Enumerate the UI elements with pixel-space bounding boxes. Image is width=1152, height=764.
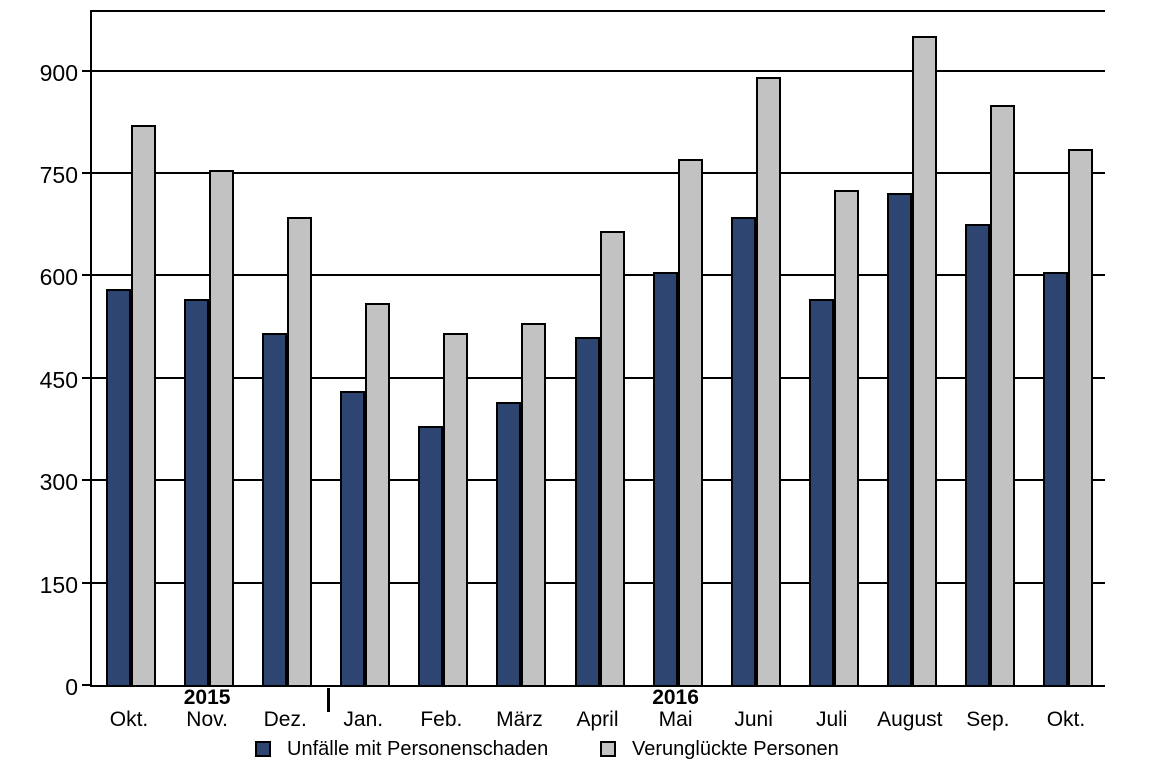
casualties-series-marker-icon [600, 741, 616, 757]
y-tick-0 [82, 684, 92, 686]
bar-casualties-12 [1067, 149, 1093, 685]
y-axis-label-450: 450 [39, 366, 78, 393]
y-tick-600 [82, 274, 92, 277]
bar-accidents-6 [574, 337, 600, 685]
bar-accidents-0 [106, 289, 132, 685]
legend-label-casualties: Verunglückte Personen [632, 738, 839, 760]
legend-item-accidents: Unfälle mit Personenschaden [255, 738, 548, 760]
bar-casualties-0 [131, 125, 157, 685]
y-tick-900 [82, 69, 92, 72]
gridline-900 [92, 69, 1105, 72]
x-axis-label-9: Juli [815, 708, 848, 731]
x-axis-label-10: August [877, 708, 943, 731]
x-axis-label-8: Juni [734, 708, 773, 731]
x-axis-label-4: Feb. [420, 708, 463, 731]
gridline-750 [92, 172, 1105, 174]
accidents-series-marker-icon [255, 741, 271, 757]
legend-item-casualties: Verunglückte Personen [600, 738, 839, 760]
x-axis-label-7: Mai [658, 708, 693, 731]
x-axis-label-11: Sep. [966, 708, 1010, 731]
bar-casualties-11 [989, 105, 1015, 685]
x-axis-label-3: Jan. [343, 708, 384, 731]
bar-accidents-1 [184, 299, 210, 685]
y-axis-label-900: 900 [39, 59, 78, 86]
x-axis-label-2: Dez. [263, 708, 307, 731]
y-tick-450 [82, 376, 92, 379]
year-label-2016: 2016 [652, 686, 699, 709]
x-axis-label-12: Okt. [1046, 708, 1086, 731]
plot-area [82, 10, 1105, 687]
bar-casualties-3 [365, 303, 391, 685]
gridline-600 [92, 274, 1105, 277]
bar-accidents-2 [262, 333, 288, 685]
bar-accidents-3 [340, 391, 366, 685]
bar-accidents-12 [1042, 272, 1068, 685]
y-axis-label-300: 300 [39, 469, 78, 496]
bar-accidents-9 [808, 299, 834, 685]
x-axis-label-0: Okt. [109, 708, 149, 731]
bar-casualties-2 [287, 217, 313, 685]
x-axis-label-6: April [576, 708, 619, 731]
x-axis-label-1: Nov. [186, 708, 228, 731]
bar-casualties-5 [521, 323, 547, 685]
legend-label-accidents: Unfälle mit Personenschaden [287, 738, 549, 760]
bar-casualties-9 [833, 190, 859, 685]
bar-casualties-4 [443, 333, 469, 685]
year-separator-tick [327, 688, 330, 712]
bar-accidents-5 [496, 402, 522, 685]
y-axis-label-0: 0 [65, 674, 78, 700]
bar-casualties-8 [755, 77, 781, 685]
bar-casualties-7 [677, 159, 703, 685]
year-label-2015: 2015 [183, 686, 231, 709]
x-axis-label-5: März [496, 708, 543, 731]
bar-accidents-8 [730, 217, 756, 685]
bar-accidents-7 [652, 272, 678, 685]
bar-casualties-10 [911, 36, 937, 685]
bar-accidents-11 [964, 224, 990, 685]
y-tick-750 [82, 172, 92, 174]
bar-casualties-1 [209, 170, 235, 685]
y-axis-label-750: 750 [39, 162, 78, 188]
bar-accidents-10 [886, 193, 912, 685]
bar-accidents-4 [418, 426, 444, 685]
bar-casualties-6 [599, 231, 625, 685]
y-axis-label-150: 150 [39, 571, 78, 598]
y-tick-150 [82, 581, 92, 584]
y-tick-300 [82, 479, 92, 482]
y-axis-label-600: 600 [39, 264, 78, 291]
